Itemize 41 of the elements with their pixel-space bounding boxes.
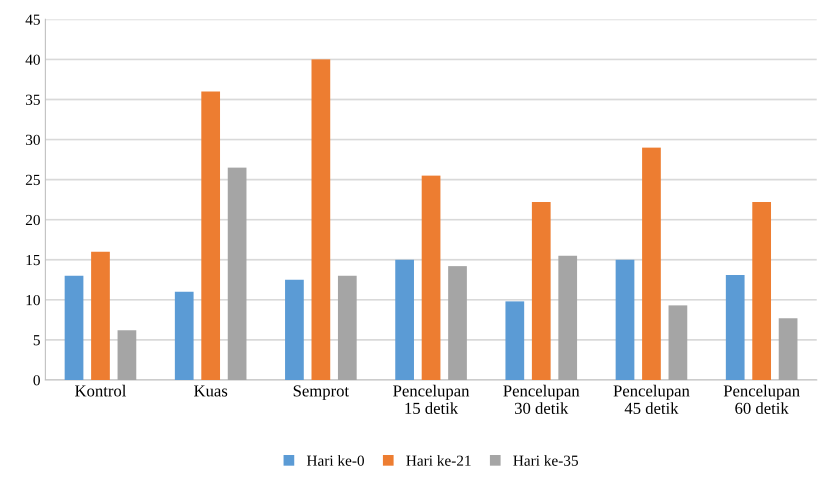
bar	[285, 280, 304, 380]
bar	[642, 148, 661, 380]
x-tick-label: Pencelupan 15 detik	[393, 384, 470, 414]
x-tick-label: Kontrol	[75, 384, 126, 397]
y-tick-label: 20	[26, 214, 40, 226]
y-tick-label: 30	[26, 134, 40, 146]
y-tick-label: 0	[33, 375, 40, 386]
y-tick-label: 10	[26, 294, 40, 306]
bar	[118, 330, 136, 380]
bar	[395, 260, 414, 380]
bar	[422, 176, 440, 380]
bar	[312, 59, 330, 380]
x-tick-label: Pencelupan 60 detik	[724, 384, 800, 414]
y-tick-label: 40	[26, 54, 40, 65]
bar	[91, 252, 110, 380]
legend-label: Hari ke-21	[406, 455, 471, 466]
bar	[228, 168, 246, 380]
bar	[616, 260, 634, 380]
bar	[778, 318, 798, 380]
y-tick-label: 5	[34, 335, 40, 346]
y-tick-label: 15	[26, 254, 40, 266]
y-tick-label: 35	[26, 94, 40, 105]
bar	[201, 91, 220, 380]
bar	[558, 256, 578, 380]
y-tick-label: 25	[26, 174, 40, 186]
bar	[752, 202, 772, 380]
x-tick-label: Semprot	[294, 385, 350, 400]
bar	[448, 266, 467, 380]
y-tick-label: 45	[26, 14, 40, 25]
bar	[338, 276, 357, 380]
x-tick-label: Pencelupan 45 detik	[614, 384, 690, 414]
bar	[726, 274, 745, 380]
x-tick-label: Kuas	[194, 385, 228, 397]
legend-label: Hari ke-0	[306, 455, 364, 466]
bar	[505, 301, 524, 380]
bar	[64, 276, 84, 380]
legend-label: Hari ke-35	[513, 455, 578, 466]
x-tick-label: Pencelupan 30 detik	[503, 384, 580, 414]
bar	[532, 202, 551, 380]
bar	[668, 305, 688, 380]
bar	[174, 292, 194, 380]
